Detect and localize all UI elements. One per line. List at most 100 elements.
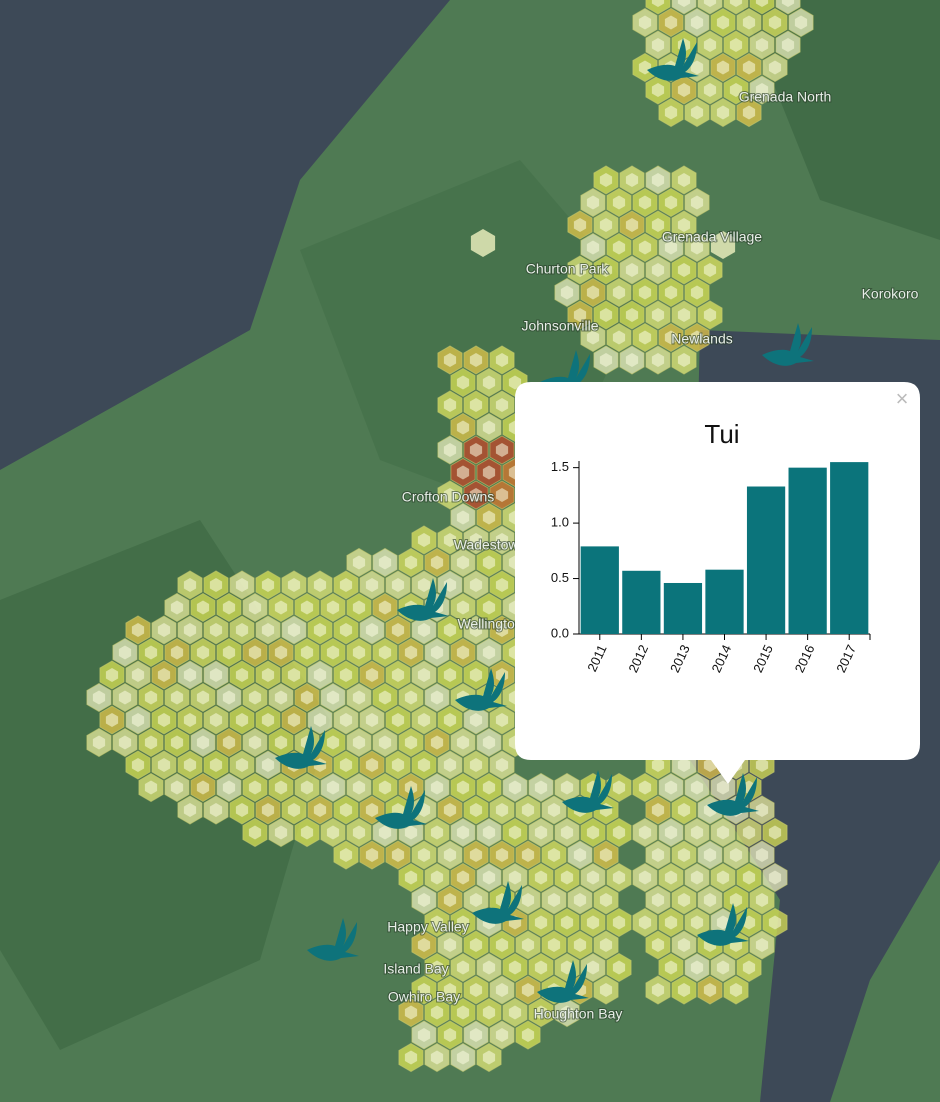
hexbin-core [495, 668, 509, 682]
hexbin-core [495, 983, 509, 997]
hexbin-core [118, 690, 132, 705]
hexbin-core [638, 240, 652, 255]
bird-icon [707, 773, 759, 816]
hexbin-core [625, 353, 639, 367]
hexbin-core [469, 353, 483, 367]
place-label: Churton Park [526, 261, 609, 277]
hexbin-core [391, 848, 405, 862]
hexbin-core [92, 690, 106, 705]
hexbin-core [612, 870, 626, 885]
hexbin-core [378, 555, 392, 570]
hexbin-core [404, 690, 418, 705]
hexbin-core [105, 713, 119, 727]
hexbin-core [352, 825, 366, 840]
hexbin-core [508, 960, 522, 975]
hexbin-core [456, 1005, 470, 1020]
hexbin-core [677, 353, 691, 367]
hexbin-core [651, 758, 665, 772]
hexbin-core [430, 960, 444, 975]
hexbin-core [690, 60, 704, 75]
hexbin-core [482, 600, 496, 615]
hexbin-core [443, 983, 457, 997]
hexbin-core [495, 578, 509, 592]
hexbin-core [755, 803, 769, 817]
hexbin-core [586, 960, 600, 975]
hexbin-core [404, 555, 418, 570]
hexbin-core [495, 713, 509, 727]
hexbin-core [365, 758, 379, 772]
hexbin-core [339, 848, 353, 862]
hexbin-core [495, 533, 509, 547]
hexbin-core [586, 330, 600, 345]
hexbin-core [703, 0, 717, 7]
hexbin-core [222, 645, 236, 660]
hexbin-core [495, 353, 509, 367]
hexbin-core [586, 240, 600, 255]
hexbin-core [261, 578, 275, 592]
hexbin-core [391, 758, 405, 772]
hexbin-core [456, 420, 470, 435]
hexbin-core [638, 15, 652, 30]
hexbin-core [248, 690, 262, 705]
hexbin-core [651, 0, 665, 7]
hexbin-core [170, 735, 184, 750]
hexbin-core [261, 623, 275, 637]
hexbin-core [703, 848, 717, 862]
hexbin-core [625, 308, 639, 322]
hexbin-core [209, 803, 223, 817]
hexbin-core [417, 713, 431, 727]
hexbin-core [430, 870, 444, 885]
hexbin-core [365, 578, 379, 592]
hexbin-core [690, 195, 704, 210]
hexbin-core [495, 938, 509, 952]
place-label: Island Bay [383, 961, 448, 977]
close-button[interactable]: × [896, 386, 909, 411]
hexbin-core [287, 713, 301, 727]
hexbin-core [599, 173, 613, 187]
hexbin-core [222, 780, 236, 795]
hexbin-core [586, 915, 600, 930]
hexbin-core [443, 713, 457, 727]
hexbin-core [456, 780, 470, 795]
hexbin-core [417, 578, 431, 592]
hexbin-core [768, 825, 782, 840]
place-label: Wadestown [454, 537, 527, 553]
hexbin-core [378, 825, 392, 840]
hexbin-core [274, 825, 288, 840]
hexbin-core [482, 780, 496, 795]
hexbin-core [482, 735, 496, 750]
hexbin-core [690, 825, 704, 840]
hexbin-core [443, 443, 457, 457]
hexbin-core [456, 735, 470, 750]
hexbin-core [547, 803, 561, 817]
hexbin-core [248, 735, 262, 750]
hexbin-core [417, 848, 431, 862]
hexbin-core [443, 803, 457, 817]
hexbin-core [326, 780, 340, 795]
hexbin-core [599, 848, 613, 862]
hexbin-core [456, 870, 470, 885]
hexbin-core [547, 938, 561, 952]
hexbin-core [729, 83, 743, 97]
hexbin-core [560, 915, 574, 930]
hexbin-core [742, 15, 756, 30]
hexbin-core [729, 0, 743, 7]
hexbin-core [404, 1050, 418, 1065]
hexbin-core [131, 668, 145, 682]
hexbin-core [300, 600, 314, 615]
hexbin-core [365, 803, 379, 817]
hexbin-core [456, 825, 470, 840]
hexbin-core [469, 938, 483, 952]
hexbin-core [599, 308, 613, 322]
hexbin-core [651, 803, 665, 817]
hexbin-core [378, 645, 392, 660]
hexbin-core [131, 713, 145, 727]
hexbin-core [469, 848, 483, 862]
hexbin-core [651, 938, 665, 952]
terrain [740, 0, 940, 240]
hexbin-core [716, 915, 730, 930]
hexbin-core [430, 645, 444, 660]
hexbin-core [742, 870, 756, 885]
hexbin-core [339, 803, 353, 817]
hexbin-core [482, 645, 496, 660]
